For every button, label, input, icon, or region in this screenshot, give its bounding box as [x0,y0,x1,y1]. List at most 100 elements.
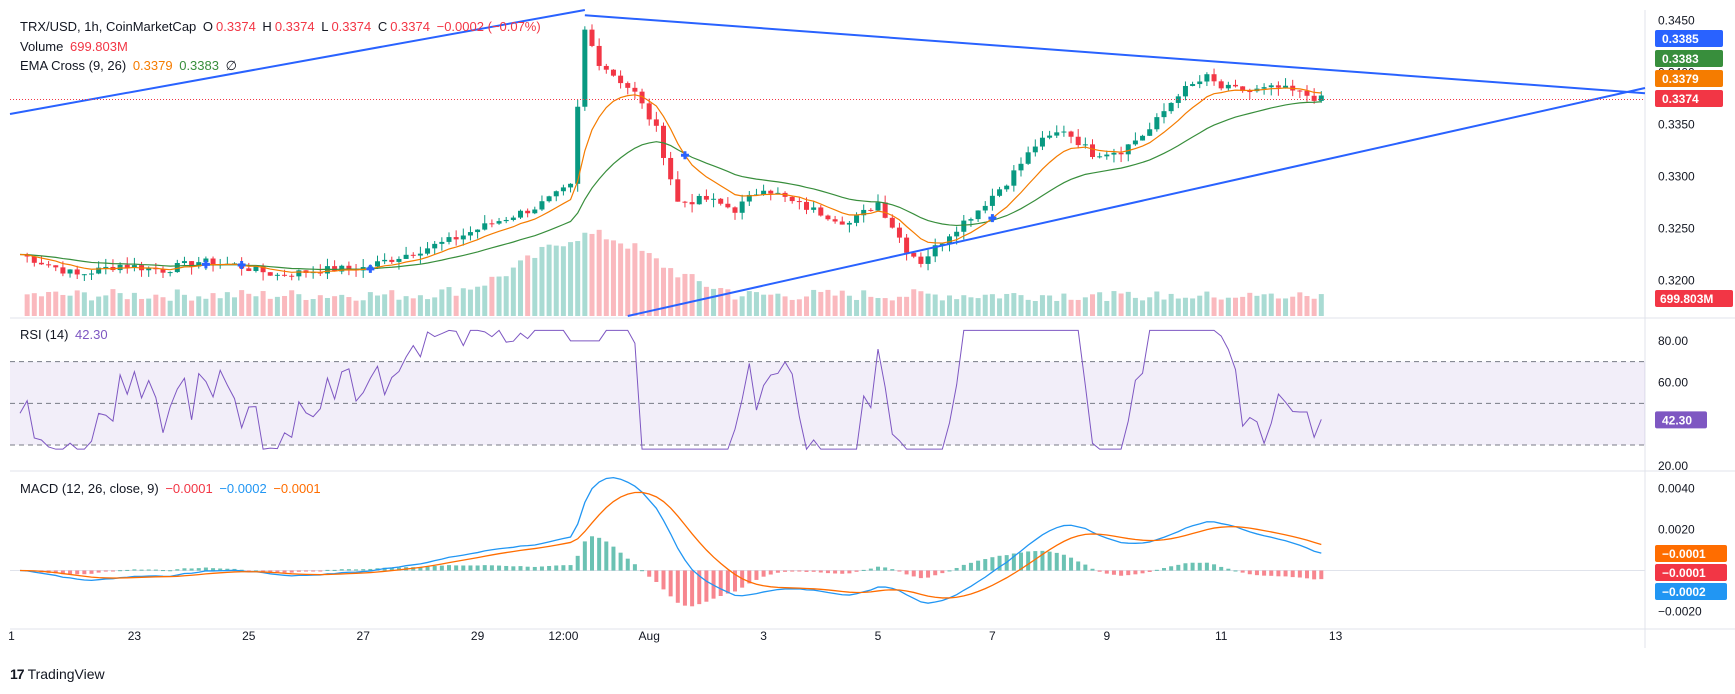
candle-body [1240,86,1246,92]
macd-histogram-bar [890,569,895,571]
macd-histogram-bar [818,570,823,573]
volume-bar [396,299,402,316]
volume-bar [110,289,116,316]
macd-histogram-bar [976,560,981,571]
macd-histogram-bar [1119,570,1124,576]
brand-name: TradingView [27,666,105,682]
candle-body [868,209,874,211]
candle-body [1025,152,1031,164]
macd-histogram-bar [53,570,58,574]
volume-bar [346,297,352,316]
macd-histogram-bar [897,570,902,572]
volume-bar [632,243,638,316]
time-tick-label: 23 [128,629,142,643]
volume-bar [324,297,330,316]
volume-bar [60,294,66,316]
volume-bar [153,294,159,316]
macd-histogram-bar [547,565,552,571]
macd-histogram-bar [268,570,273,573]
macd-histogram-bar [811,570,816,572]
candle-body [568,183,574,188]
macd-histogram-bar [1069,557,1074,571]
macd-histogram-bar [1054,552,1059,571]
macd-histogram-bar [761,570,766,577]
volume-bar [1197,295,1203,316]
price-tag [1655,30,1723,47]
candle-body [74,269,80,275]
candle-body [632,87,638,92]
price-tag [1655,70,1723,87]
trend-line-upper-right [584,14,1646,95]
candle-body [1118,152,1124,155]
candle-body [1168,102,1174,112]
macd-histogram-bar [1276,570,1281,577]
tradingview-branding[interactable]: 17 TradingView [10,666,105,682]
macd-histogram-bar [346,569,351,571]
candle-body [1032,146,1038,153]
volume-bar [332,296,338,316]
volume-bar [375,295,380,316]
candle-body [539,201,545,210]
macd-histogram-bar [1040,550,1045,571]
rsi-value: 42.30 [75,327,108,342]
macd-histogram-bar [1047,551,1052,571]
volume-bar [467,289,473,316]
macd-histogram-bar [518,566,523,571]
price-tick-label: 0.3250 [1658,221,1695,235]
macd-histogram-bar [168,570,173,572]
candle-body [825,215,831,220]
macd-histogram-bar [1026,551,1031,571]
price-tag [1655,90,1723,107]
candle-body [989,195,995,206]
volume-bar [117,293,123,316]
rsi-legend[interactable]: RSI (14) 42.30 [20,327,108,342]
volume-bar [1111,291,1117,316]
candle-body [610,69,616,76]
candle-body [1061,131,1067,133]
macd-legend[interactable]: MACD (12, 26, close, 9) −0.0001 −0.0002 … [20,481,321,496]
macd-histogram-bar [654,570,659,582]
ema-cross-marker [988,214,997,223]
candle-body [117,264,123,271]
ema-legend[interactable]: EMA Cross (9, 26) 0.3379 0.3383 ∅ [20,58,237,73]
candle-body [482,223,488,230]
time-tick-label: 29 [471,629,485,643]
candle-body [703,195,709,200]
candle-body [739,201,745,213]
candle-body [1097,156,1103,158]
ema-fast-value: 0.3379 [132,58,173,73]
volume-bar [1311,298,1317,316]
symbol-label[interactable]: TRX/USD, 1h, CoinMarketCap [20,19,197,34]
candle-body [332,266,338,272]
ema-cross-marker [680,151,689,160]
candle-body [389,259,395,262]
candle-body [124,264,130,268]
volume-legend[interactable]: Volume 699.803M [20,39,128,54]
macd-histogram-bar [876,566,880,571]
volume-bar [839,290,845,316]
volume-bar [1025,299,1031,316]
volume-bar [1261,294,1267,316]
volume-bar [539,246,545,316]
macd-histogram-bar [568,565,573,571]
macd-tag [1655,564,1727,581]
volume-bar [167,300,173,316]
macd-histogram-bar [1176,564,1181,571]
volume-bar [1018,295,1024,316]
volume-bar [89,300,94,316]
macd-histogram-bar [1154,569,1159,571]
volume-bar [1011,293,1017,316]
macd-histogram-bar [418,567,423,571]
candle-body [503,219,509,222]
macd-histogram-bar [354,569,359,571]
price-tag-label: 0.3379 [1662,72,1699,86]
candle-body [81,274,87,276]
high-value: 0.3374 [274,19,315,34]
volume-bar [417,295,423,316]
macd-histogram-bar [1147,570,1152,572]
volume-bar [196,296,202,316]
macd-histogram-bar [239,569,244,571]
volume-bar [997,298,1003,316]
macd-histogram-bar [368,568,373,571]
